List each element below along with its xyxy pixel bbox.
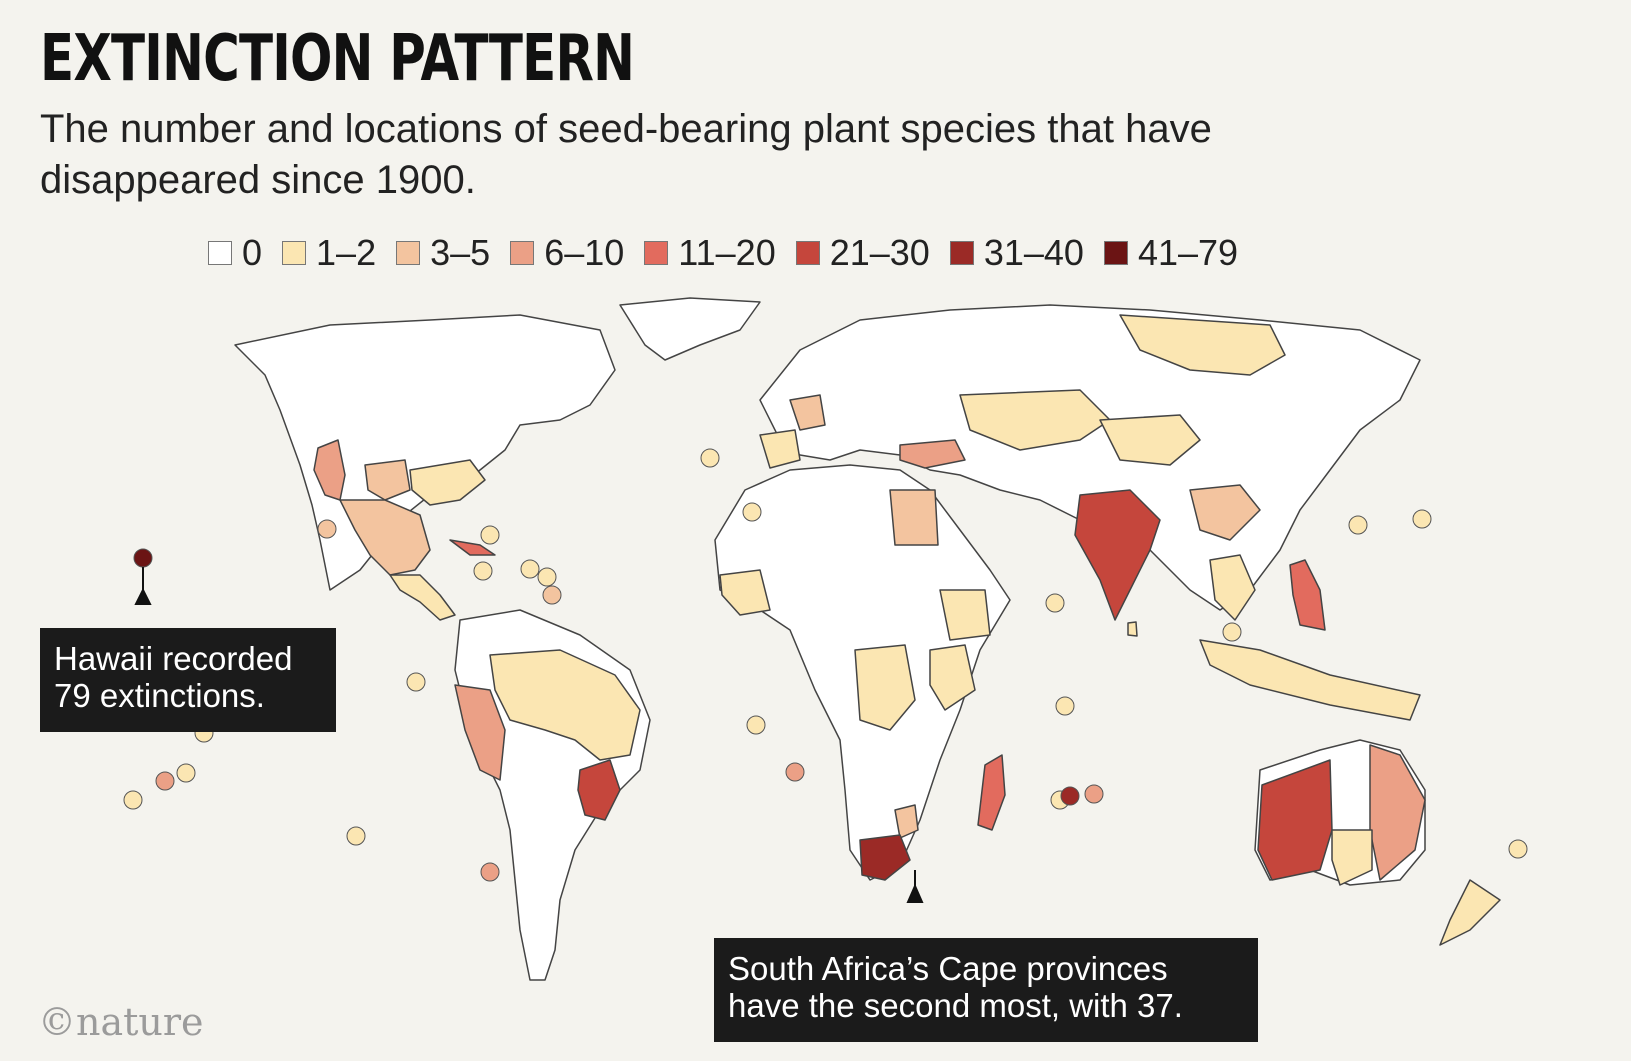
callout-pointer-hawaii <box>134 567 152 605</box>
island-marker <box>742 502 762 522</box>
world-map <box>123 297 1528 981</box>
region-us-southeast <box>409 459 486 506</box>
island-marker <box>520 559 540 579</box>
legend-item: 31–40 <box>949 232 1084 274</box>
island-marker <box>317 519 337 539</box>
region-west-africa <box>719 569 771 616</box>
callout-pointer-south-africa <box>906 870 924 903</box>
region-texas-plains <box>364 459 411 501</box>
legend-swatch <box>795 241 820 265</box>
island-marker <box>480 862 500 882</box>
island-marker <box>480 525 500 545</box>
island-marker <box>700 448 720 468</box>
island-marker <box>785 762 805 782</box>
region-madagascar <box>977 754 1006 831</box>
island-marker <box>123 790 143 810</box>
region-central-asia <box>959 389 1111 451</box>
legend-swatch <box>949 241 974 265</box>
region-india <box>1074 489 1161 621</box>
legend-item: 41–79 <box>1103 232 1239 274</box>
island-marker <box>406 672 426 692</box>
region-sri-lanka <box>1127 621 1138 637</box>
region-turkey <box>899 439 966 469</box>
island-marker <box>1412 509 1432 529</box>
region-philippines <box>1289 559 1326 631</box>
map-subtitle: The number and locations of seed-bearing… <box>40 107 1212 202</box>
region-western-china <box>1099 414 1201 466</box>
region-siberia <box>1119 314 1286 376</box>
region-southeast-asia <box>1209 554 1256 621</box>
region-western-australia <box>1257 759 1333 881</box>
legend-swatch <box>282 241 307 265</box>
region-france <box>789 394 826 431</box>
legend-label: 1–2 <box>316 232 377 273</box>
legend-label: 31–40 <box>983 232 1084 273</box>
island-marker <box>542 585 562 605</box>
map-title: EXTINCTION PATTERN <box>40 22 635 96</box>
region-brazil <box>489 649 641 761</box>
legend-swatch <box>396 241 421 265</box>
region-southern-africa-east <box>894 804 919 839</box>
island-marker <box>1348 515 1368 535</box>
island-marker <box>1084 784 1104 804</box>
island-marker <box>176 763 196 783</box>
region-egypt <box>889 489 939 546</box>
legend-item: 21–30 <box>795 232 930 274</box>
region-south-africa-cape <box>859 834 911 881</box>
legend-item: 3–5 <box>396 232 490 274</box>
island-marker <box>155 771 175 791</box>
legend-item: 6–10 <box>510 232 624 274</box>
region-central-america <box>389 574 456 621</box>
region-cuba <box>449 539 496 556</box>
region-spain <box>759 429 801 469</box>
island-marker <box>1508 839 1528 859</box>
region-indonesia <box>1199 639 1421 721</box>
legend-item: 11–20 <box>644 232 776 274</box>
legend-swatch <box>644 241 669 265</box>
legend-label: 41–79 <box>1137 232 1239 273</box>
region-tanzania <box>929 644 976 711</box>
region-mexico <box>339 499 431 576</box>
island-marker <box>1055 696 1075 716</box>
legend-item: 1–2 <box>282 232 376 274</box>
region-se-brazil <box>577 759 621 821</box>
region-ethiopia <box>939 589 991 641</box>
region-congo <box>854 644 916 731</box>
legend-item: 0 <box>208 232 262 274</box>
island-marker-hawaii <box>133 548 153 568</box>
hawaii-callout: Hawaii recorded 79 extinctions. <box>40 628 336 732</box>
legend: 0 1–2 3–5 6–10 11–20 21–30 31–40 41–79 <box>208 232 1238 274</box>
legend-label: 0 <box>242 232 263 273</box>
island-marker <box>537 567 557 587</box>
nature-credit: ©nature <box>38 1000 204 1044</box>
island-marker <box>1222 622 1242 642</box>
south-africa-callout: South Africa’s Cape provinces have the s… <box>714 938 1258 1042</box>
island-marker <box>346 826 366 846</box>
legend-swatch <box>1103 241 1128 265</box>
region-greenland <box>619 297 761 361</box>
legend-label: 21–30 <box>829 232 930 273</box>
island-marker <box>746 715 766 735</box>
island-marker <box>473 561 493 581</box>
region-southern-china <box>1189 484 1261 541</box>
legend-swatch <box>510 241 535 265</box>
island-marker <box>1060 786 1080 806</box>
region-south-australia <box>1331 829 1373 886</box>
legend-label: 3–5 <box>430 232 491 273</box>
region-peru <box>454 684 506 781</box>
island-marker <box>1045 593 1065 613</box>
legend-label: 11–20 <box>678 232 776 273</box>
region-new-zealand <box>1439 879 1501 946</box>
legend-swatch <box>208 241 232 265</box>
legend-label: 6–10 <box>544 232 625 273</box>
